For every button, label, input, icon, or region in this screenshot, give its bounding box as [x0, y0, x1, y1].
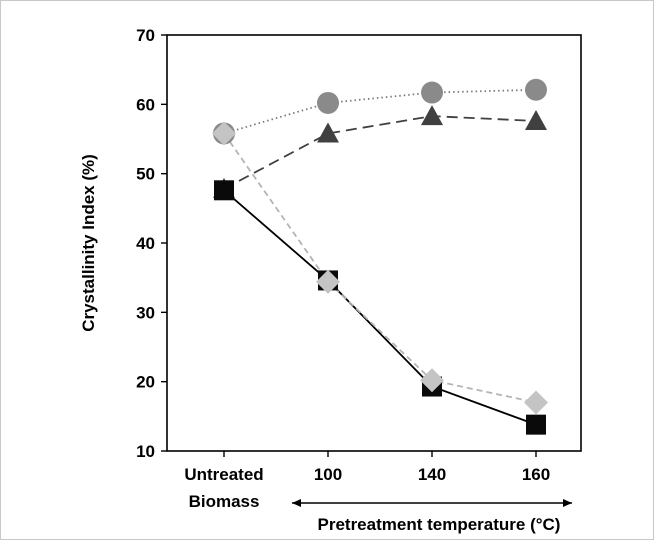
- x-tick-label: Untreated: [184, 465, 263, 484]
- circle-marker: [317, 91, 339, 114]
- x-axis-arrow: [292, 499, 572, 507]
- diamond-marker: [212, 121, 236, 146]
- diamond-marker: [316, 269, 340, 294]
- square-marker: [214, 180, 234, 201]
- axis-ticks: 10 20 30 40 50 60 70 Untreated Biomass 100 140 160: [136, 26, 550, 511]
- x-axis-title: Pretreatment temperature (°C): [318, 515, 561, 534]
- x-tick-label: 140: [418, 465, 446, 484]
- x-tick-label: 100: [314, 465, 342, 484]
- y-tick-label: 10: [136, 442, 155, 461]
- diamond-marker: [420, 368, 444, 393]
- diamond-marker: [524, 390, 548, 415]
- markers-layer: [212, 78, 548, 435]
- series-line-diamond: [223, 132, 537, 404]
- triangle-marker: [317, 122, 339, 143]
- x-tick-label: Biomass: [189, 492, 260, 511]
- square-marker: [526, 414, 546, 435]
- circle-marker: [421, 81, 443, 104]
- y-tick-label: 50: [136, 165, 155, 184]
- series-line-square: [223, 189, 537, 426]
- series-line-triangle: [223, 115, 537, 190]
- y-tick-label: 40: [136, 234, 155, 253]
- y-axis-title: Crystallinity Index (%): [79, 154, 98, 332]
- circle-marker: [525, 78, 547, 101]
- triangle-marker: [525, 109, 547, 130]
- plot-area-border: [166, 34, 582, 452]
- x-tick-label: 160: [522, 465, 550, 484]
- series-line-circle: [223, 88, 537, 135]
- series-layer: [223, 88, 537, 426]
- y-tick-label: 60: [136, 95, 155, 114]
- y-tick-label: 20: [136, 373, 155, 392]
- y-tick-label: 70: [136, 26, 155, 45]
- y-tick-label: 30: [136, 303, 155, 322]
- triangle-marker: [421, 105, 443, 126]
